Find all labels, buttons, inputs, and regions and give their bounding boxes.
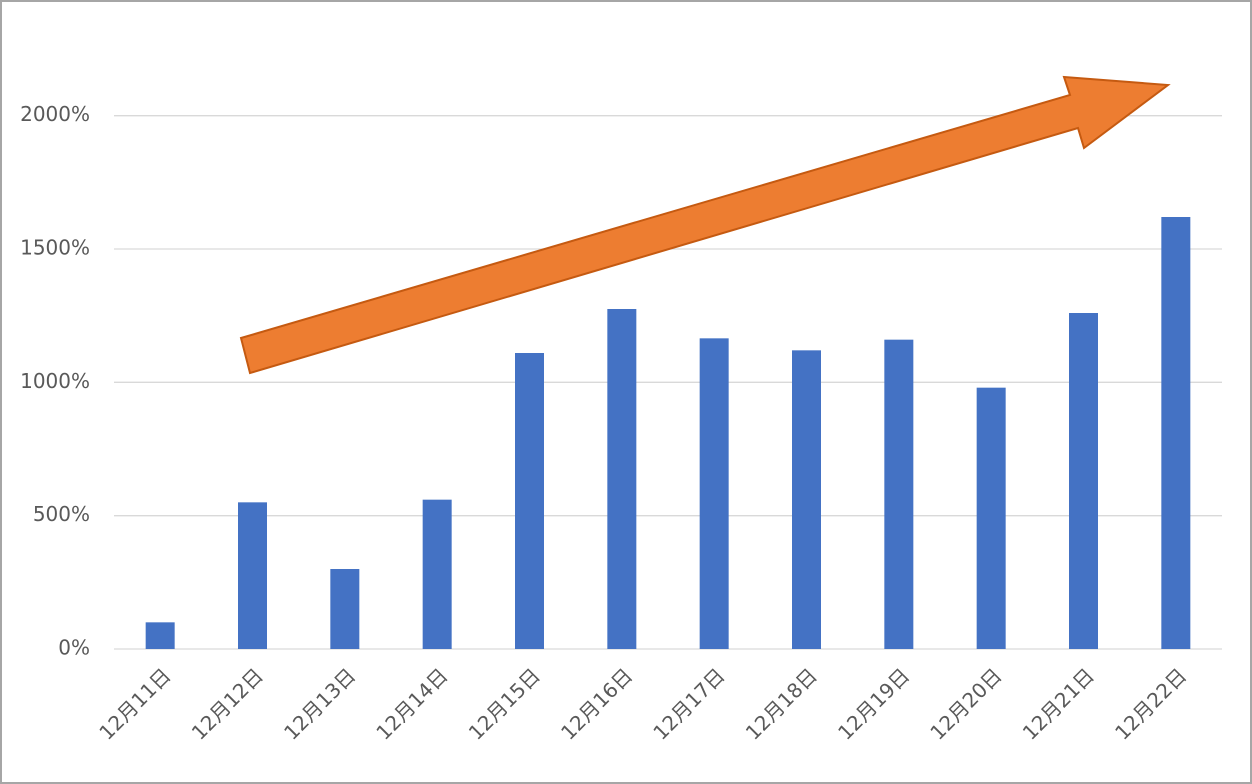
bar bbox=[1069, 313, 1098, 649]
y-tick-label: 1500% bbox=[20, 236, 90, 260]
bar bbox=[976, 387, 1006, 649]
bar bbox=[699, 338, 729, 649]
bar bbox=[607, 309, 637, 649]
bar bbox=[792, 350, 821, 649]
bars bbox=[145, 217, 1191, 649]
bar bbox=[1161, 217, 1191, 649]
y-tick-label: 1000% bbox=[20, 369, 90, 393]
bar bbox=[330, 569, 360, 649]
bar bbox=[238, 502, 267, 649]
y-tick-label: 0% bbox=[58, 636, 90, 660]
y-tick-label: 2000% bbox=[20, 102, 90, 126]
y-tick-label: 500% bbox=[33, 502, 90, 526]
bar bbox=[145, 622, 175, 649]
bar bbox=[422, 499, 452, 649]
bar bbox=[515, 353, 544, 649]
bar bbox=[884, 339, 914, 649]
trend-arrow bbox=[239, 75, 1171, 375]
